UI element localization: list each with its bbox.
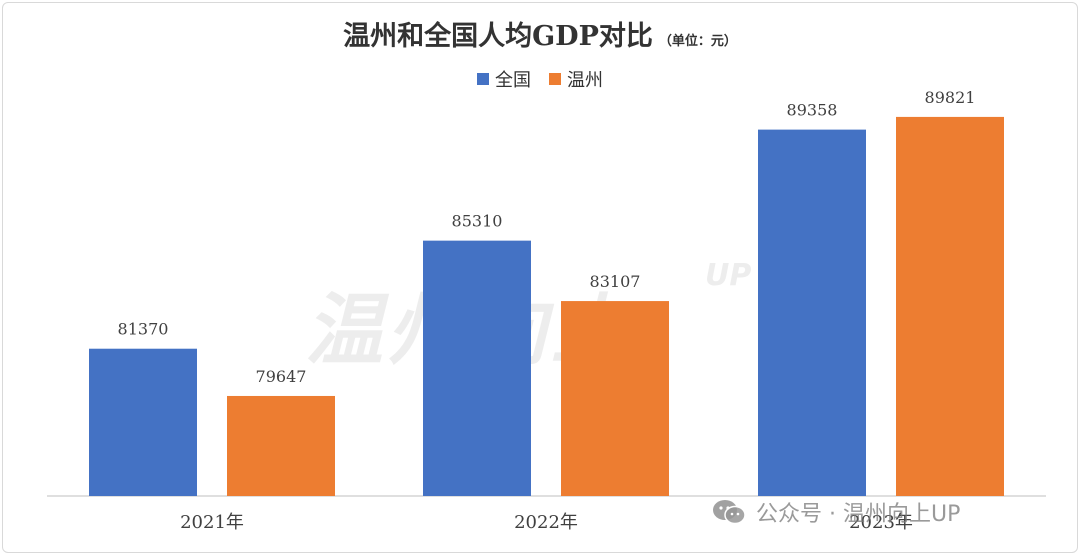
unit-note: （单位：元） (658, 34, 737, 49)
legend-label-national: 全国 (495, 70, 531, 91)
legend-swatch-national (477, 73, 489, 85)
x-tick-label-2: 2023年 (849, 512, 913, 533)
bar-national-0 (89, 348, 197, 496)
legend-swatch-wenzhou (549, 73, 561, 85)
wechat-footer: 公众号 · 温州向上UP (712, 496, 960, 528)
legend-item-national: 全国 (477, 66, 531, 92)
bar-wenzhou-2 (896, 116, 1004, 496)
data-label-national-2: 89358 (787, 101, 838, 120)
data-label-wenzhou-0: 79647 (256, 367, 307, 386)
bar-national-1 (423, 240, 531, 496)
data-label-national-1: 85310 (452, 212, 503, 231)
legend-label-wenzhou: 温州 (567, 70, 603, 91)
bar-national-2 (758, 129, 866, 497)
legend: 全国 温州 (0, 66, 1080, 92)
bar-wenzhou-0 (227, 395, 335, 496)
data-label-national-0: 81370 (118, 320, 169, 339)
wechat-icon (713, 500, 746, 525)
bar-wenzhou-1 (561, 301, 669, 496)
wechat-label: 公众号 · 温州向上UP (756, 502, 961, 527)
legend-item-wenzhou: 温州 (549, 66, 603, 92)
chart-title-row: 温州和全国人均GDP对比 （单位：元） (0, 14, 1080, 53)
x-tick-label-0: 2021年 (180, 512, 244, 533)
data-label-wenzhou-1: 83107 (590, 272, 641, 291)
data-label-wenzhou-2: 89821 (925, 88, 976, 107)
chart-title: 温州和全国人均GDP对比 (343, 21, 653, 52)
x-tick-label-1: 2022年 (514, 512, 578, 533)
